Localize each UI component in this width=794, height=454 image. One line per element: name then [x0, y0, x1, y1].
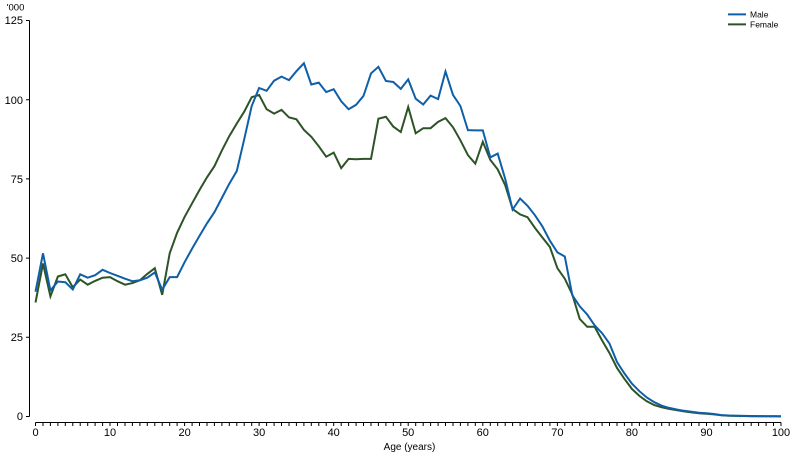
svg-text:100: 100 — [5, 95, 23, 107]
svg-text:10: 10 — [104, 427, 116, 439]
svg-text:125: 125 — [5, 15, 23, 27]
svg-text:50: 50 — [402, 427, 414, 439]
svg-text:Male: Male — [750, 9, 769, 19]
svg-text:75: 75 — [11, 174, 23, 186]
svg-text:60: 60 — [477, 427, 489, 439]
svg-text:Age (years): Age (years) — [384, 442, 436, 453]
svg-text:0: 0 — [17, 411, 23, 423]
svg-text:0: 0 — [32, 427, 38, 439]
svg-text:70: 70 — [551, 427, 563, 439]
svg-text:40: 40 — [328, 427, 340, 439]
svg-text:30: 30 — [253, 427, 265, 439]
svg-text:Female: Female — [750, 19, 779, 29]
svg-text:90: 90 — [700, 427, 712, 439]
svg-text:20: 20 — [178, 427, 190, 439]
svg-text:80: 80 — [626, 427, 638, 439]
svg-text:50: 50 — [11, 253, 23, 265]
svg-text:'000: '000 — [7, 3, 25, 14]
svg-text:25: 25 — [11, 332, 23, 344]
svg-text:100: 100 — [772, 427, 790, 439]
